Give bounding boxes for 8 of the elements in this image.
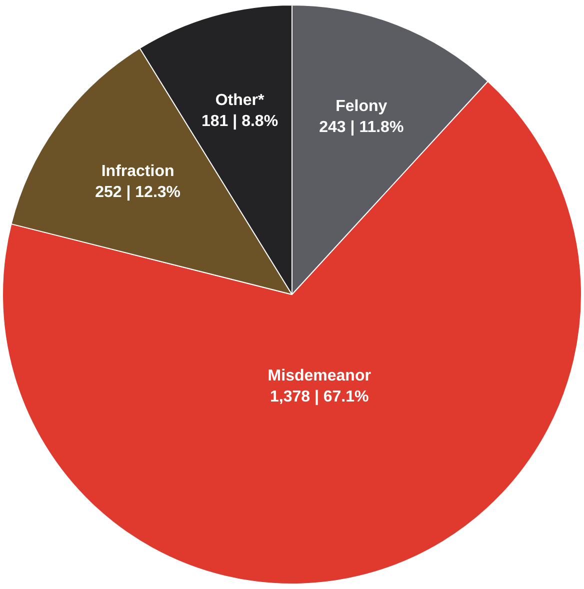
slice-label: Felony bbox=[336, 98, 388, 115]
slice-label: Infraction bbox=[101, 163, 174, 180]
slice-label: Other* bbox=[215, 92, 265, 110]
data-label: 181 | 8.8% bbox=[202, 113, 278, 130]
data-label: 243 | 11.8% bbox=[319, 118, 404, 136]
data-label: 1,378 | 67.1% bbox=[270, 388, 369, 406]
data-label: 252 | 12.3% bbox=[95, 184, 181, 202]
slice-label: Misdemeanor bbox=[268, 367, 371, 384]
